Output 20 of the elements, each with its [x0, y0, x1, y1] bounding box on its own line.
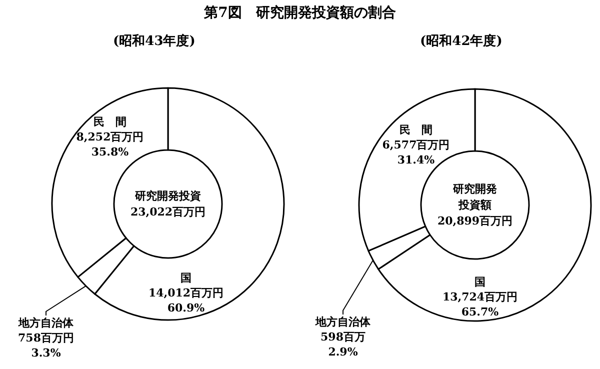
- text: 23,022百万円: [130, 206, 206, 218]
- data-label: 13,724百万円 65.7%: [442, 290, 518, 318]
- text: 研究開発: [452, 182, 498, 196]
- slice-label: 地方自治体: [18, 316, 74, 330]
- chart-subtitle: (昭和43年度): [113, 33, 196, 49]
- slice-label: 民 間: [400, 124, 432, 136]
- data-label: 758百万円 3.3%: [18, 332, 74, 360]
- slice-label: 民 間: [94, 116, 126, 128]
- text: 投資額: [458, 198, 492, 212]
- slice-label: 国: [180, 272, 192, 284]
- text: 20,899百万円: [437, 214, 513, 228]
- chart-subtitle: (昭和42年度): [420, 33, 502, 49]
- slice-label: 地方自治体: [314, 316, 372, 328]
- data-label: 598百万 2.9%: [320, 330, 366, 358]
- data-label: 14,012百万円 60.9%: [148, 286, 224, 314]
- data-label: 6,577百万円 31.4%: [382, 138, 450, 166]
- chart-title: 第7図 研究開発投資額の割合: [203, 4, 397, 22]
- text: 研究開発投資: [134, 190, 201, 202]
- data-label: 8,252百万円 35.8%: [76, 130, 144, 158]
- slice-label: 国: [474, 276, 486, 288]
